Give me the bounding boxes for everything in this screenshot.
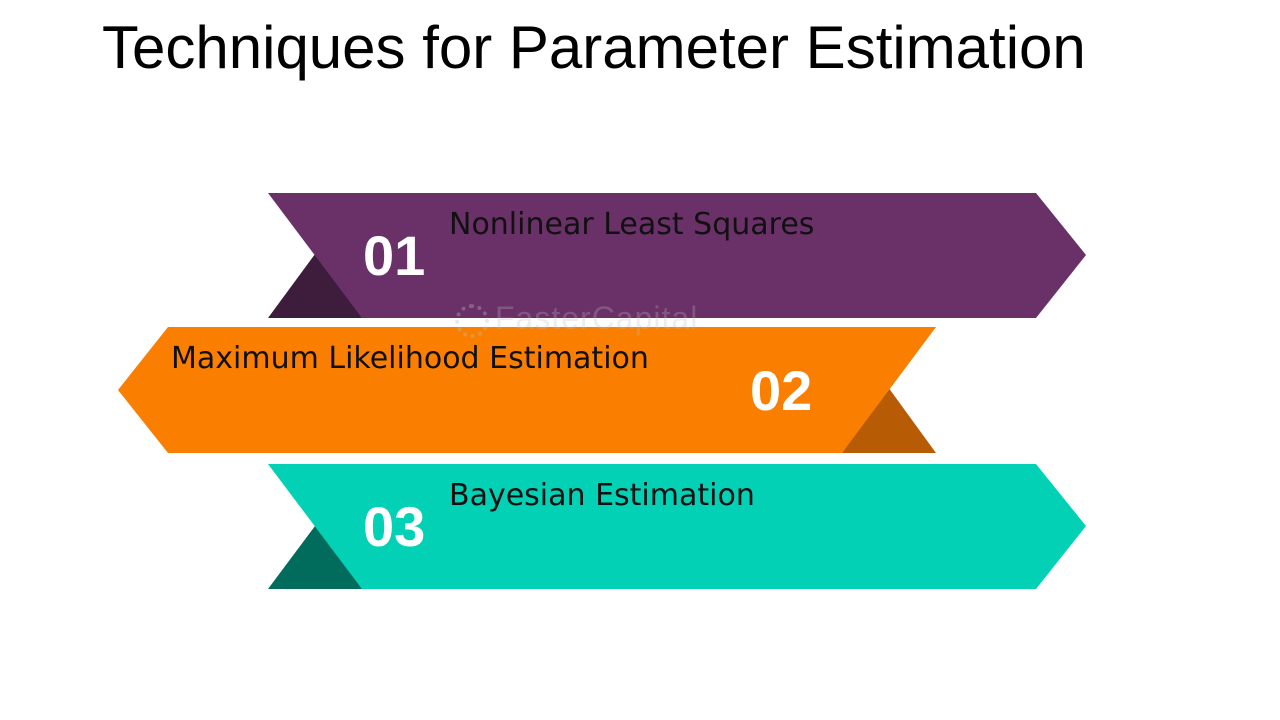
- banner-03-label: Bayesian Estimation: [449, 478, 755, 513]
- banner-03-number: 03: [363, 495, 425, 558]
- banner-01: Nonlinear Least Squares 01: [268, 193, 1086, 318]
- banner-02-body: [118, 327, 936, 453]
- banner-01-body: [268, 193, 1086, 318]
- banner-01-fold: [268, 250, 362, 318]
- banner-01-label: Nonlinear Least Squares: [449, 207, 814, 242]
- banner-02-number: 02: [750, 359, 812, 422]
- banner-02-label: Maximum Likelihood Estimation: [171, 341, 649, 376]
- banner-02: Maximum Likelihood Estimation 02: [118, 327, 936, 453]
- banner-02-fold: [842, 387, 936, 453]
- banner-03: Bayesian Estimation 03: [268, 464, 1086, 589]
- banner-01-number: 01: [363, 224, 425, 287]
- banner-03-body: [268, 464, 1086, 589]
- page-title: Techniques for Parameter Estimation: [102, 14, 1086, 81]
- banner-03-fold: [268, 522, 362, 589]
